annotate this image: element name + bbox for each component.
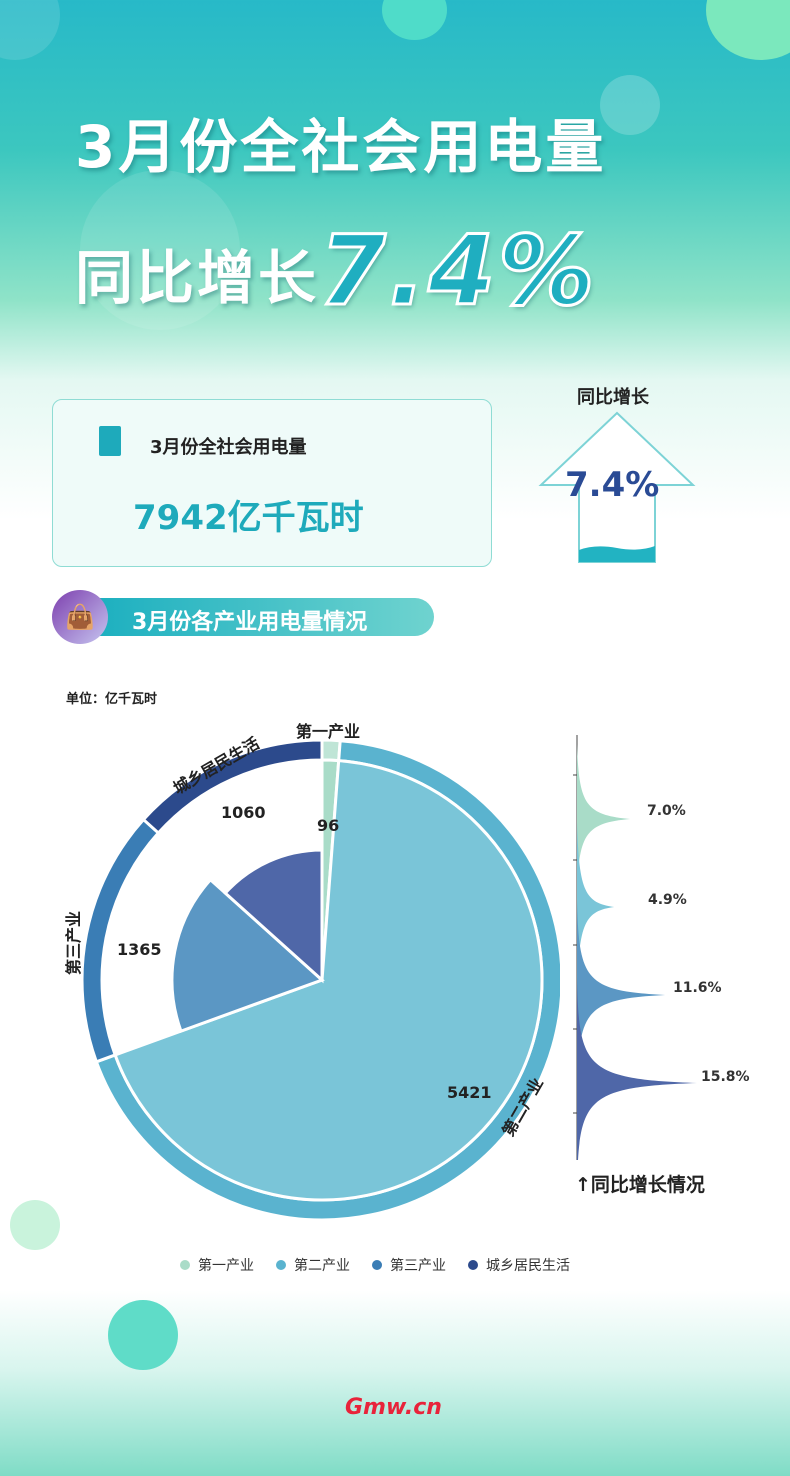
growth-spike-2 [577,900,666,1090]
decor-circle [382,0,447,40]
growth-label: 同比增长 [577,387,649,408]
pie-value-second: 5421 [447,1083,492,1102]
summary-label: 3月份全社会用电量 [150,437,307,458]
growth-label-residential: 15.8% [701,1069,750,1085]
growth-label-second: 4.9% [648,892,687,908]
pie-value-first: 96 [317,816,340,835]
title-growth-value: 7.4% [318,214,598,329]
growth-value: 7.4% [565,465,660,505]
growth-chart [573,735,697,1160]
title-line-2: 同比增长7.4% [75,214,598,329]
decor-circle [80,170,240,330]
up-arrow-icon [538,411,696,563]
gmw-logo: Gmw.cn [345,1395,442,1420]
summary-value: 7942亿千瓦时 [133,498,364,538]
pie-label-first: 第一产业 [296,722,361,741]
summary-card: 3月份全社会用电量 7942亿千瓦时 [52,399,492,567]
growth-chart-title: ↑同比增长情况 [575,1174,705,1196]
growth-spike-3 [577,978,697,1160]
calculator-icon [99,426,121,456]
pie-ring-3 [141,738,324,836]
growth-label-third: 11.6% [673,980,722,996]
pie-value-third: 1365 [117,940,162,959]
section-title: 3月份各产业用电量情况 [100,598,434,636]
pie-label-third: 第三产业 [64,910,83,975]
growth-spike-1 [577,822,615,992]
legend-item-second: 第二产业 [276,1255,350,1275]
legend-item-residential: 城乡居民生活 [468,1255,570,1275]
legend: 第一产业 第二产业 第三产业 城乡居民生活 [180,1255,570,1275]
title-prefix: 同比增长 [75,244,320,312]
legend-item-third: 第三产业 [372,1255,446,1275]
chart-unit: 单位：亿千瓦时 [66,692,158,707]
shopping-bag-icon: 👜 [52,590,108,644]
title-line-1: 3月份全社会用电量 [75,113,607,181]
pie-value-residential: 1060 [221,803,266,822]
growth-label-first: 7.0% [647,803,686,819]
pie-slice-1 [113,759,544,1202]
decor-circle [10,1200,60,1250]
growth-spike-0 [577,744,631,894]
decor-circle [108,1300,178,1370]
decor-circle [0,0,60,60]
decor-circle [600,75,660,135]
legend-item-first: 第一产业 [180,1255,254,1275]
pie-slice-2 [170,877,325,1034]
pie-slice-3 [223,848,324,984]
pie-chart [80,738,560,1222]
decor-circle [706,0,790,60]
